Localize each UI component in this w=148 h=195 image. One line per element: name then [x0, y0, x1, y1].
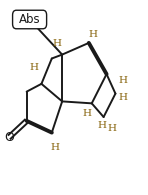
FancyBboxPatch shape	[13, 10, 47, 29]
Text: Abs: Abs	[19, 13, 40, 26]
Text: H: H	[50, 143, 59, 152]
Text: H: H	[52, 39, 61, 48]
Text: H: H	[89, 30, 98, 39]
Text: H: H	[107, 124, 116, 133]
Text: H: H	[82, 109, 91, 118]
Text: H: H	[118, 76, 127, 85]
Text: H: H	[118, 93, 127, 102]
Text: H: H	[98, 121, 107, 130]
Text: O: O	[4, 131, 14, 144]
Text: H: H	[29, 63, 38, 72]
